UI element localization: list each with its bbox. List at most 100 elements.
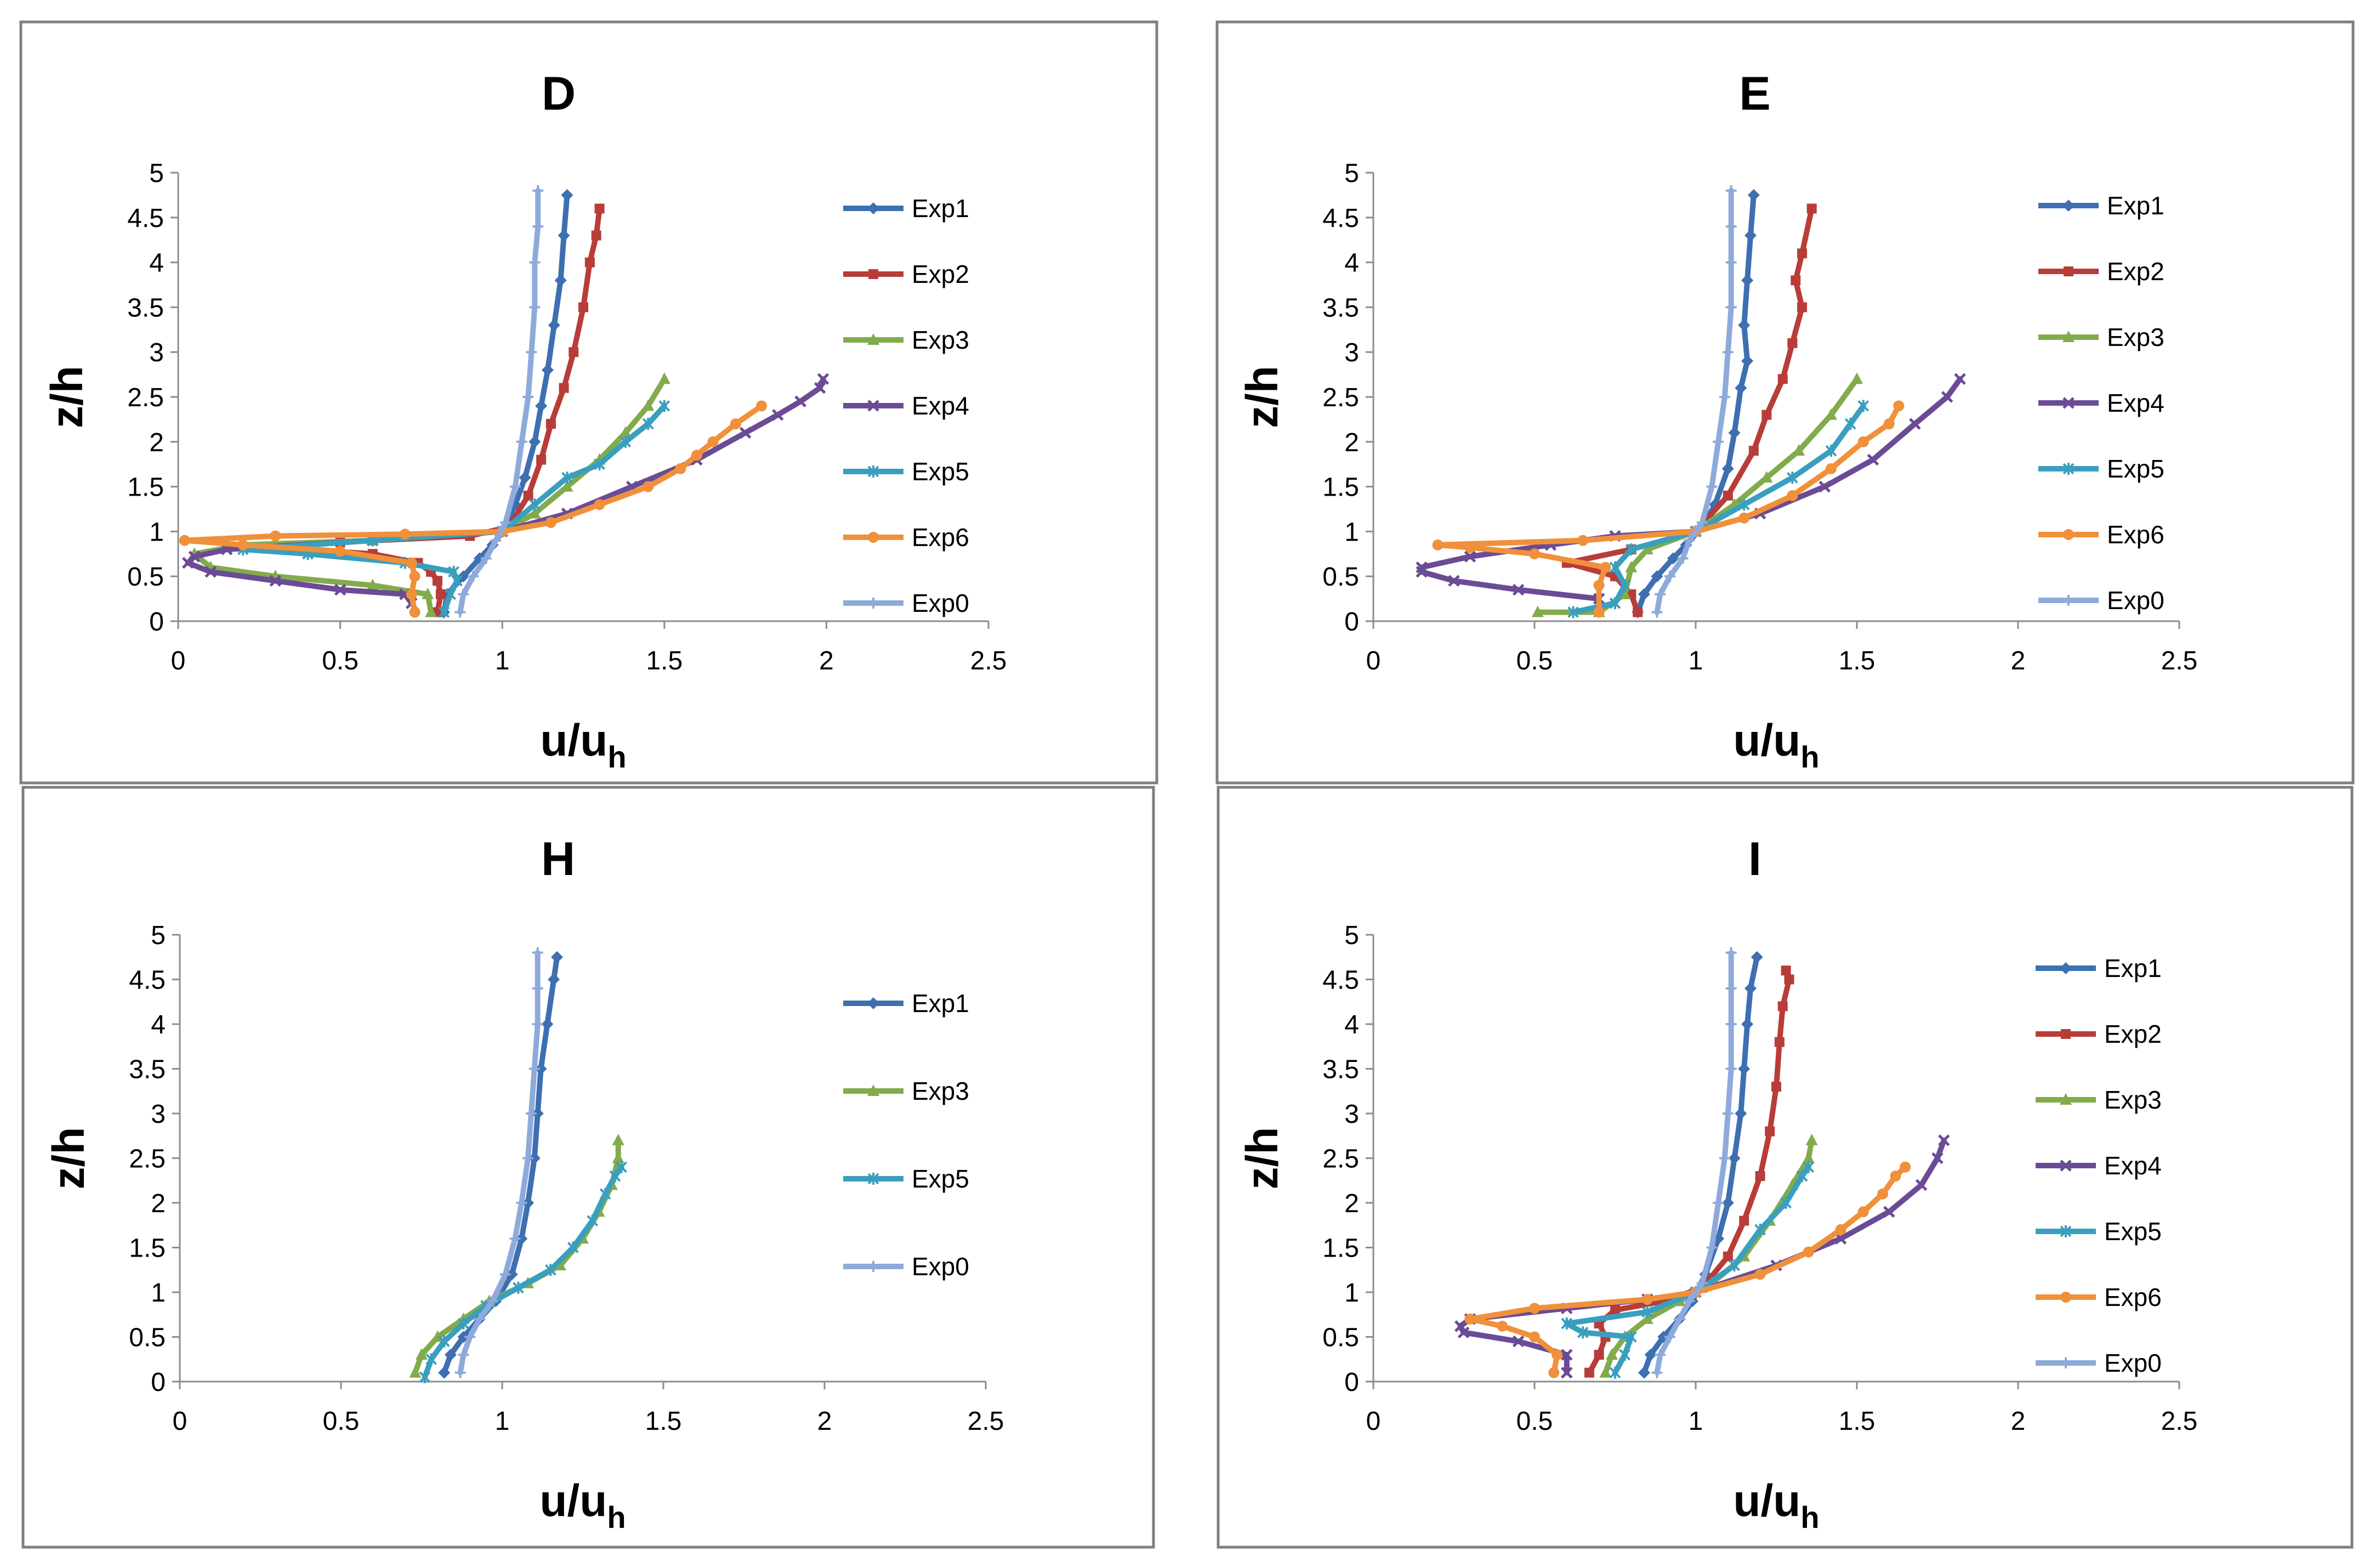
- chart-panel-e: E 0 0.5 1 1.5 2 2.5 3 3.5 4 4.5 5 0 0.5 1 1.5 2 2.5 z/h u/u…: [1215, 20, 2355, 785]
- data-point: [594, 499, 605, 510]
- y-tick-label: 4.5: [129, 966, 166, 995]
- x-axis-label-main: u/u: [540, 715, 607, 765]
- data-point: [1735, 382, 1747, 394]
- legend-label: Exp1: [912, 989, 969, 1018]
- data-point: [522, 391, 534, 402]
- data-point: [1641, 1294, 1653, 1305]
- series-exp0: [1651, 185, 1737, 618]
- y-tick-label: 3.5: [1322, 1055, 1359, 1084]
- data-point: [1806, 203, 1817, 214]
- legend-item: Exp6: [2036, 1283, 2162, 1311]
- data-point: [1696, 1277, 1708, 1289]
- y-tick-label: 0.5: [1322, 563, 1359, 592]
- data-point: [1744, 229, 1757, 242]
- data-point: [1774, 1037, 1785, 1047]
- data-point: [612, 1133, 624, 1145]
- x-axis-label: u/uh: [539, 1476, 626, 1535]
- data-point: [1787, 338, 1798, 348]
- legend-item: Exp6: [2038, 520, 2164, 549]
- data-point: [1797, 248, 1808, 259]
- data-point: [1529, 1331, 1540, 1343]
- data-point: [1725, 1063, 1737, 1075]
- data-point: [432, 576, 442, 586]
- data-point: [794, 395, 806, 407]
- data-point: [1729, 1259, 1740, 1272]
- data-point: [409, 571, 420, 582]
- data-point: [591, 230, 601, 241]
- data-point: [1857, 400, 1869, 412]
- data-point: [1780, 1197, 1792, 1209]
- legend-item: Exp5: [843, 1164, 969, 1193]
- legend-marker: [867, 333, 879, 345]
- data-point: [487, 1296, 498, 1307]
- x-axis-label-main: u/u: [1733, 715, 1800, 765]
- y-tick-label: 4: [1344, 249, 1359, 278]
- data-point: [599, 1188, 611, 1200]
- legend: Exp1 Exp2 Exp3 Exp4 Exp5 Exp6 Exp0: [843, 194, 969, 617]
- data-point: [675, 463, 686, 474]
- data-point: [1725, 947, 1737, 958]
- data-point: [529, 1063, 540, 1075]
- data-point: [1739, 1215, 1749, 1226]
- data-point: [771, 408, 784, 421]
- data-point: [558, 229, 570, 242]
- legend-label: Exp3: [912, 1077, 969, 1105]
- data-point: [1893, 400, 1905, 412]
- data-point: [1416, 566, 1428, 578]
- y-tick-label: 5: [1344, 921, 1359, 950]
- data-point: [1721, 462, 1734, 475]
- data-point: [458, 1317, 469, 1330]
- data-point: [519, 471, 531, 484]
- data-point: [509, 1233, 521, 1245]
- legend-item: Exp2: [2036, 1020, 2162, 1048]
- y-tick-label: 4: [1344, 1010, 1359, 1039]
- data-point: [1725, 221, 1737, 232]
- legend-label: Exp5: [2104, 1217, 2162, 1246]
- data-point: [594, 203, 605, 214]
- legend-marker: [867, 202, 879, 214]
- chart-title: H: [541, 833, 575, 885]
- data-point: [1457, 1326, 1470, 1339]
- y-tick-label: 1: [149, 518, 164, 547]
- data-point: [1825, 408, 1837, 420]
- data-point: [1877, 1188, 1889, 1200]
- data-point: [1725, 257, 1737, 268]
- data-point: [1761, 410, 1772, 420]
- data-point: [1651, 1367, 1663, 1378]
- x-tick-label: 0: [1366, 646, 1381, 675]
- x-tick-label: 0.5: [1516, 1407, 1553, 1436]
- data-point: [529, 302, 541, 313]
- data-point: [1664, 571, 1675, 582]
- data-point: [1416, 561, 1428, 573]
- data-point: [1835, 1224, 1846, 1235]
- legend-item: Exp5: [843, 457, 969, 486]
- data-point: [1594, 1350, 1604, 1360]
- data-point: [188, 550, 201, 563]
- legend: Exp1 Exp2 Exp3 Exp4 Exp5 Exp6 Exp0: [2036, 954, 2162, 1377]
- y-tick-label: 0.5: [129, 1323, 166, 1353]
- x-tick-label: 2.5: [2161, 646, 2198, 675]
- data-point: [1819, 480, 1831, 493]
- data-point: [1771, 1082, 1781, 1092]
- data-point: [561, 189, 573, 201]
- x-tick-label: 1: [495, 646, 510, 675]
- data-point: [1805, 1133, 1818, 1145]
- x-axis-label-subscript: h: [607, 1500, 626, 1535]
- y-tick-label: 0: [1344, 607, 1359, 637]
- legend-marker: [2063, 529, 2074, 540]
- data-point: [1684, 535, 1695, 546]
- data-point: [1857, 436, 1869, 447]
- data-point: [1883, 418, 1895, 430]
- data-point: [1786, 471, 1798, 484]
- data-point: [1432, 539, 1444, 550]
- x-axis-label: u/uh: [1733, 715, 1819, 774]
- legend-label: Exp3: [2107, 323, 2164, 351]
- data-point: [691, 450, 702, 461]
- data-point: [1765, 1126, 1775, 1137]
- data-point: [1738, 319, 1751, 332]
- data-point: [1802, 1151, 1815, 1163]
- data-point: [1561, 1317, 1573, 1330]
- legend-label: Exp6: [2104, 1283, 2162, 1311]
- x-tick-label: 0: [173, 1407, 187, 1436]
- data-point: [1464, 1313, 1476, 1325]
